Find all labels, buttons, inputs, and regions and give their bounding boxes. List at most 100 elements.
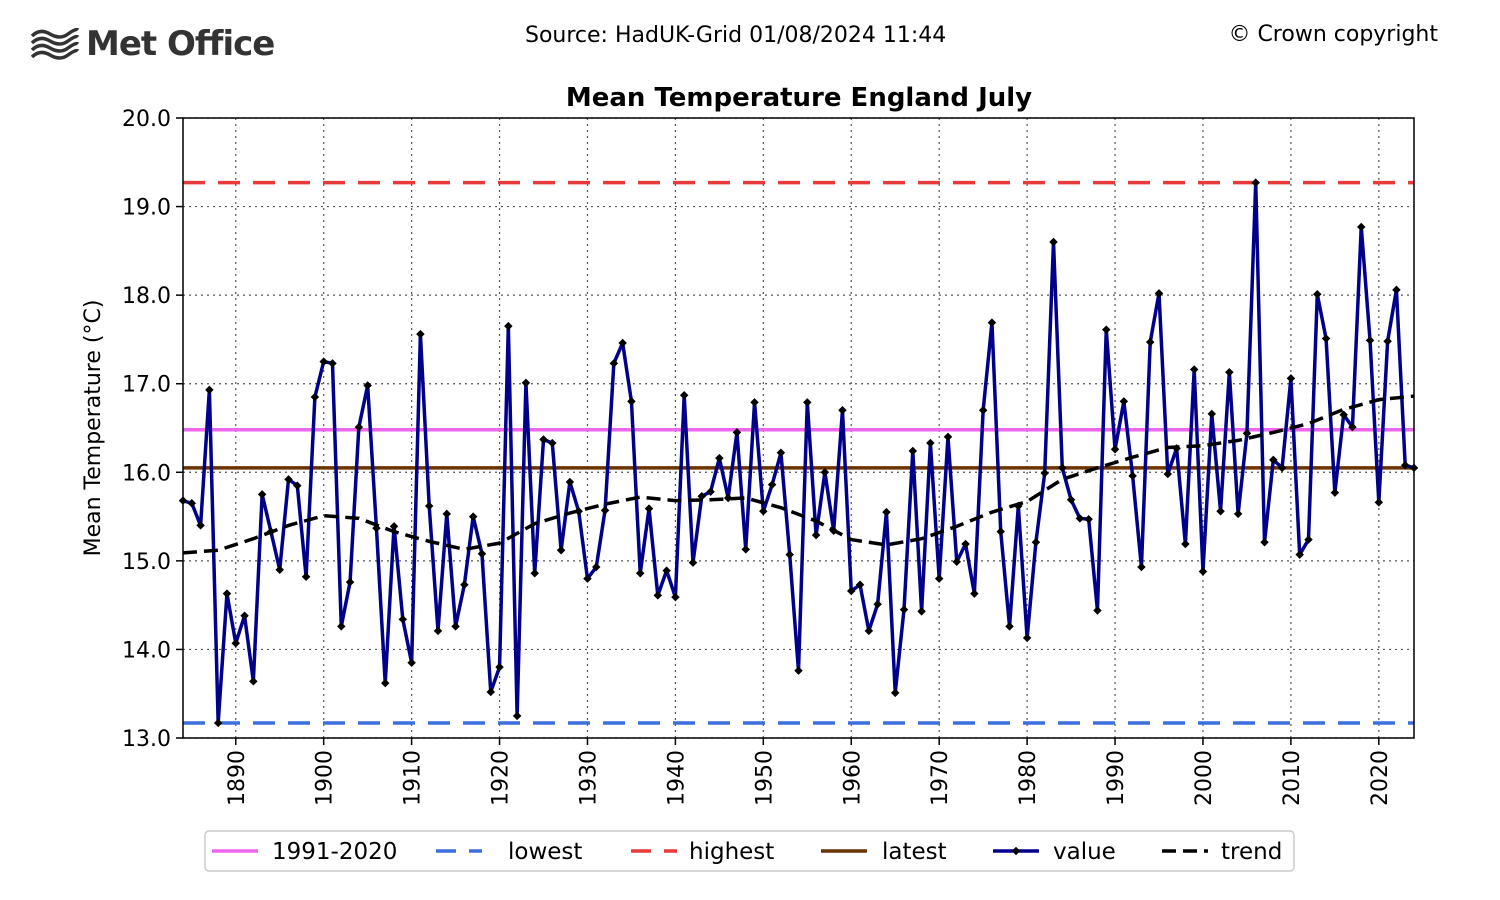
x-tick-label: 1930 xyxy=(576,750,601,806)
value-point xyxy=(380,678,390,688)
y-tick-label: 20.0 xyxy=(122,107,171,132)
value-point xyxy=(1022,633,1032,643)
value-point xyxy=(345,577,355,587)
value-point xyxy=(847,586,856,596)
x-tick-label: 1970 xyxy=(928,750,953,806)
value-point xyxy=(1110,445,1120,454)
y-axis-ticks: 13.0 14.0 15.0 16.0 17.0 18.0 19.0 20.0 xyxy=(122,107,183,752)
value-point xyxy=(882,507,891,517)
value-point xyxy=(1374,498,1384,507)
x-tick-label: 1950 xyxy=(752,750,777,806)
value-point xyxy=(767,480,777,489)
value-point xyxy=(240,611,249,621)
value-point xyxy=(1321,334,1331,343)
value-point xyxy=(257,490,267,499)
value-point xyxy=(407,658,416,667)
plot-frame xyxy=(182,117,1415,739)
x-tick-label: 1960 xyxy=(840,750,865,806)
value-point xyxy=(460,580,469,590)
value-point xyxy=(890,688,900,698)
wave-logo-icon xyxy=(30,27,80,60)
value-point xyxy=(1313,290,1322,299)
value-point xyxy=(706,487,715,497)
x-tick-label: 1990 xyxy=(1104,750,1129,806)
value-point xyxy=(328,359,337,368)
x-tick-label: 1890 xyxy=(225,750,250,806)
value-point xyxy=(1225,367,1234,377)
value-point xyxy=(750,398,759,407)
value-point xyxy=(468,512,478,521)
value-point xyxy=(926,438,935,448)
y-tick-label: 14.0 xyxy=(122,638,171,663)
value-point xyxy=(873,600,882,609)
y-tick-label: 16.0 xyxy=(122,461,171,486)
value-point xyxy=(635,569,645,578)
value-point xyxy=(978,406,988,415)
chart-title: Mean Temperature England July xyxy=(566,83,1032,113)
value-point xyxy=(284,475,293,484)
value-point xyxy=(1137,562,1146,572)
value-point xyxy=(1357,222,1366,232)
value-series-line xyxy=(182,180,1415,725)
value-point xyxy=(723,493,733,503)
value-point xyxy=(310,392,320,402)
value-point xyxy=(732,428,742,437)
value-point xyxy=(1075,514,1085,523)
value-point xyxy=(231,638,240,648)
value-point xyxy=(592,562,601,572)
value-point xyxy=(970,589,979,598)
value-point xyxy=(785,550,794,559)
value-point xyxy=(741,545,750,554)
value-point xyxy=(433,626,443,636)
x-tick-label: 2000 xyxy=(1192,750,1217,806)
value-point xyxy=(319,357,328,366)
value-point xyxy=(222,589,232,598)
value-point xyxy=(574,507,583,516)
legend-label: 1991-2020 xyxy=(272,839,397,865)
value-point xyxy=(1383,336,1392,346)
value-point xyxy=(1400,460,1410,470)
value-point xyxy=(987,318,997,327)
value-point xyxy=(442,509,452,519)
value-point xyxy=(838,406,847,415)
value-point xyxy=(855,580,865,590)
met-office-logo: Met Office xyxy=(30,22,275,66)
copyright-text: © Crown copyright xyxy=(1228,22,1438,47)
value-point xyxy=(354,422,364,432)
value-point xyxy=(1295,550,1304,559)
legend-label: value xyxy=(1053,839,1116,865)
value-point xyxy=(1128,471,1137,481)
value-point xyxy=(1058,463,1067,473)
value-point xyxy=(451,622,460,631)
value-point xyxy=(1330,488,1340,497)
value-point xyxy=(205,385,214,395)
value-point xyxy=(1181,539,1190,549)
value-point xyxy=(301,572,311,582)
value-point xyxy=(618,338,627,348)
value-point xyxy=(389,522,399,531)
value-point xyxy=(1216,507,1225,516)
value-point xyxy=(644,504,654,513)
value-point xyxy=(504,321,513,331)
x-tick-label: 1920 xyxy=(489,750,514,806)
value-point xyxy=(293,481,302,490)
value-point xyxy=(759,507,768,516)
value-point xyxy=(1277,463,1287,473)
value-point xyxy=(934,574,944,583)
value-point xyxy=(398,615,408,624)
value-point xyxy=(1189,365,1199,374)
value-point xyxy=(1084,514,1093,524)
source-text: Source: HadUK-Grid 01/08/2024 11:44 xyxy=(525,23,947,48)
value-point xyxy=(811,530,821,540)
value-point xyxy=(776,448,786,458)
value-point xyxy=(1260,538,1269,547)
value-point xyxy=(416,329,425,339)
value-point xyxy=(794,666,803,675)
legend-marker xyxy=(1011,846,1021,856)
value-point xyxy=(1119,397,1129,406)
value-point xyxy=(249,677,258,686)
value-point xyxy=(1163,469,1173,479)
value-point xyxy=(1251,178,1260,187)
value-point xyxy=(1286,374,1296,383)
